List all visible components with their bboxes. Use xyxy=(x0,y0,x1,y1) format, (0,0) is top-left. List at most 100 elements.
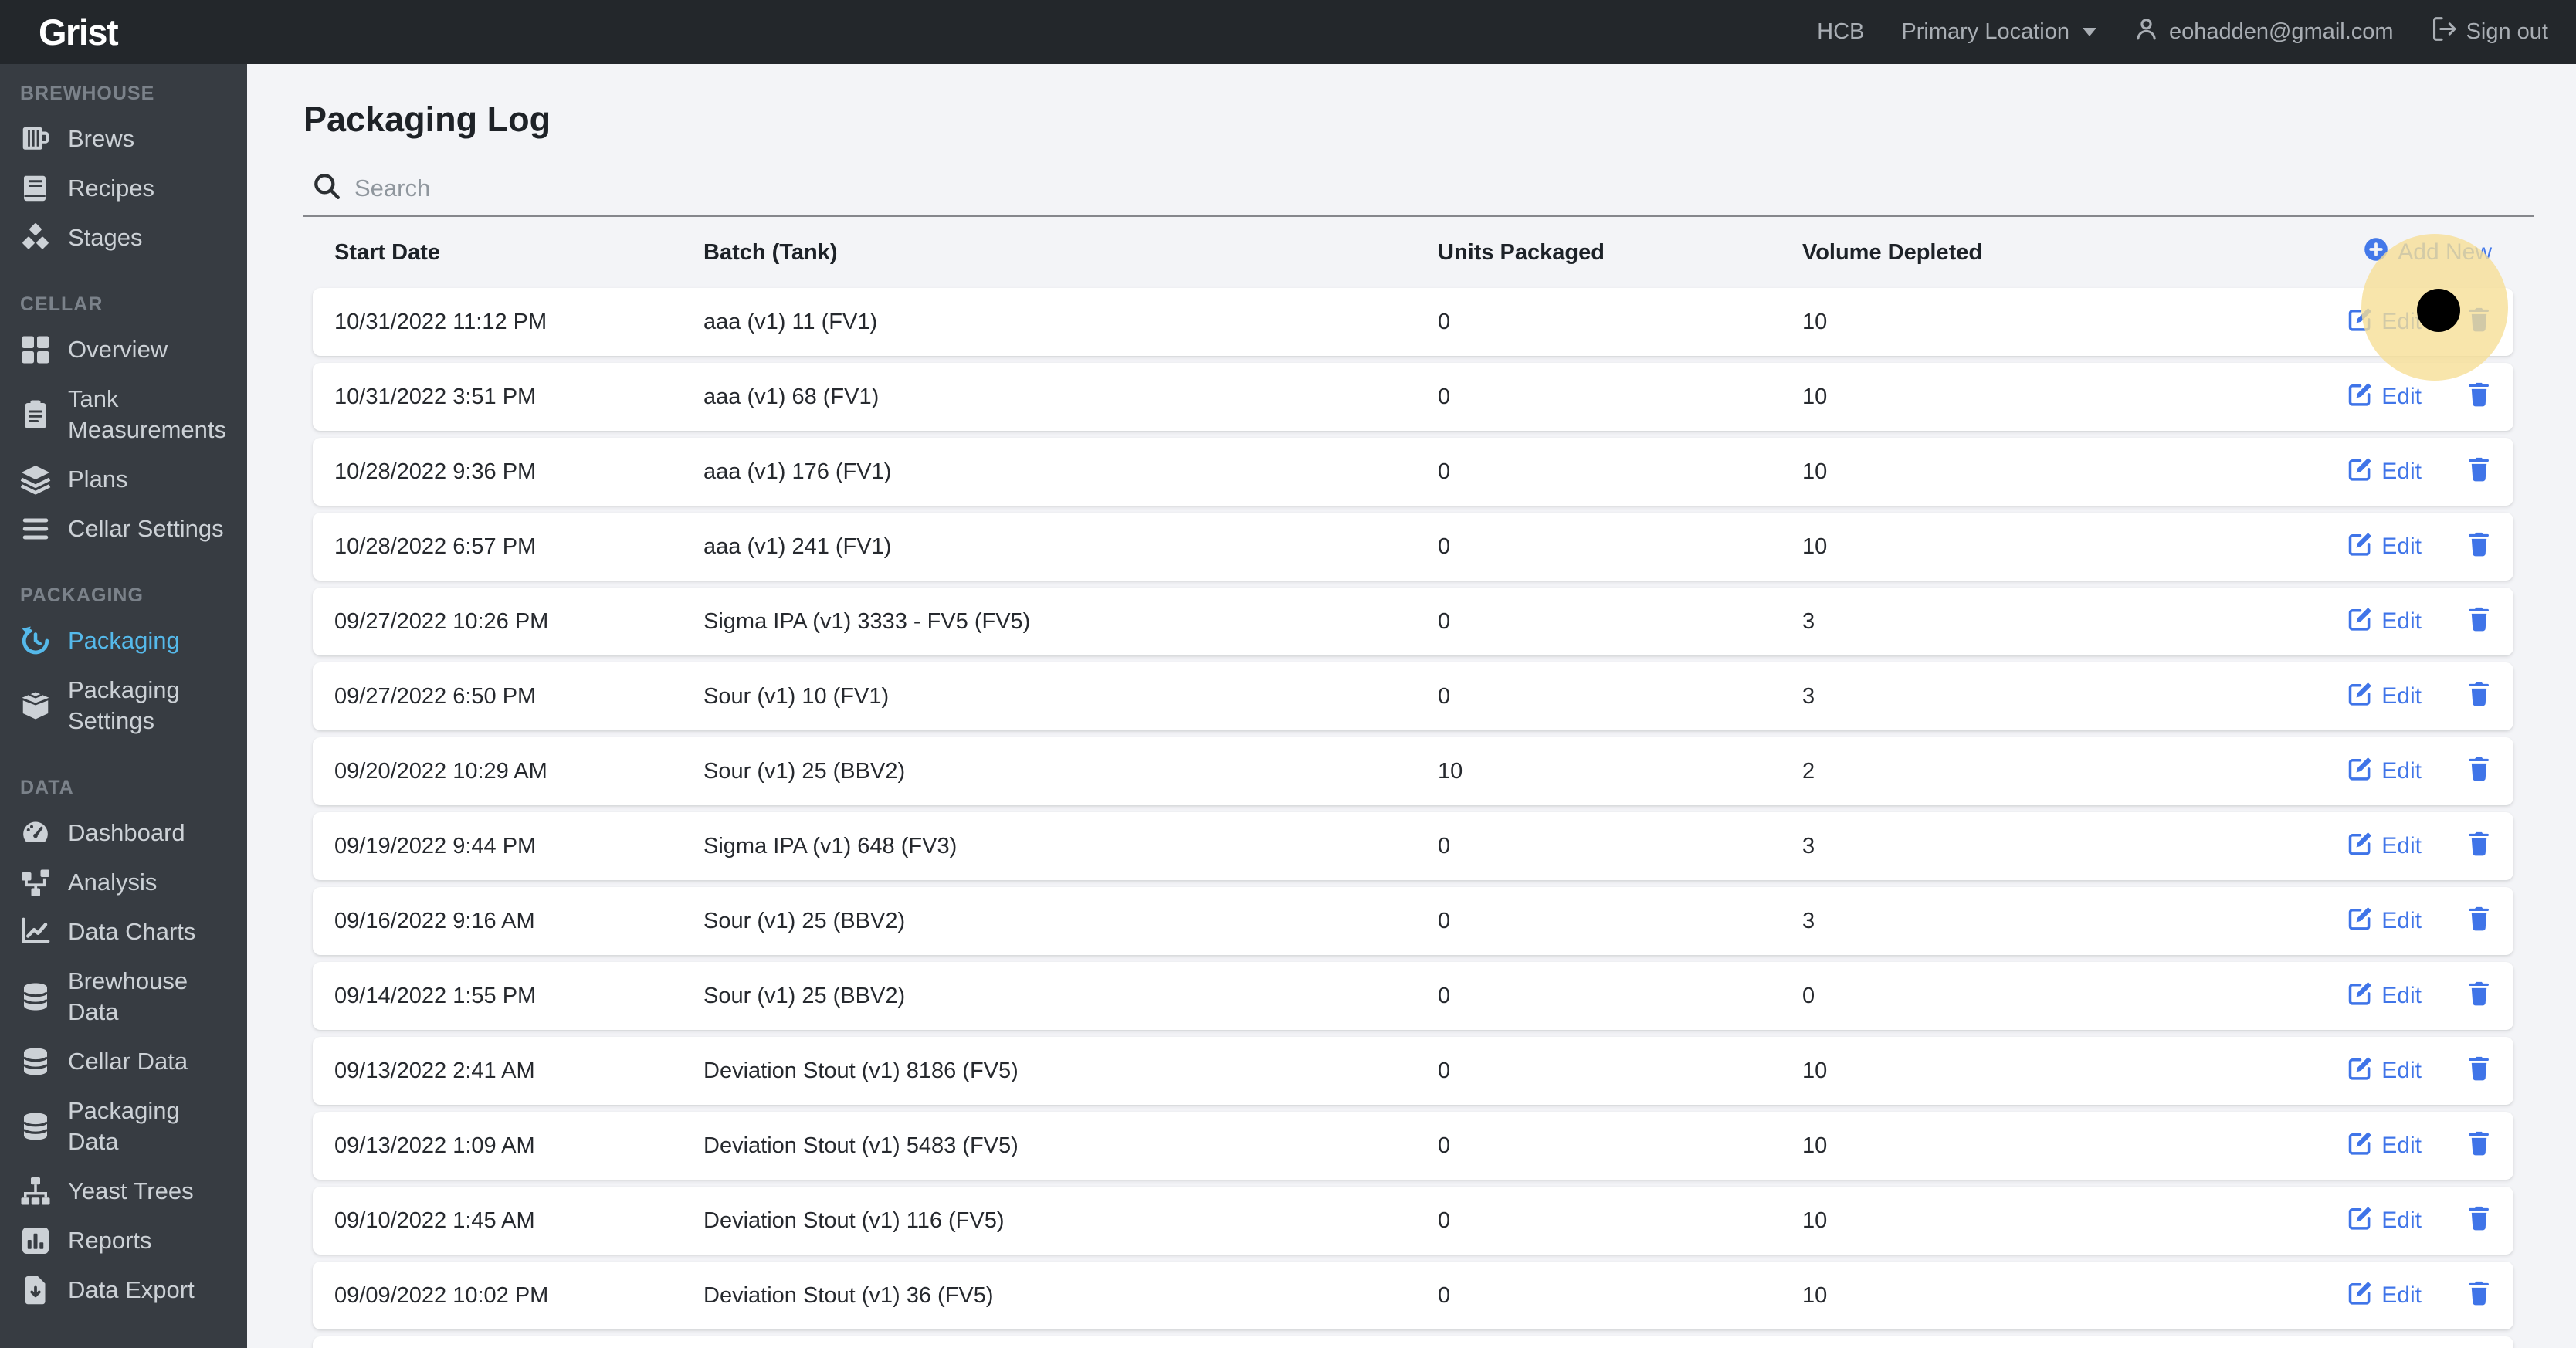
location-dropdown[interactable]: Primary Location xyxy=(1901,19,2096,45)
account-menu[interactable]: eohadden@gmail.com xyxy=(2134,16,2394,48)
delete-button[interactable] xyxy=(2466,381,2492,413)
delete-button[interactable] xyxy=(2466,831,2492,862)
list-icon xyxy=(20,513,51,544)
sidebar-item-label: Recipes xyxy=(68,174,154,202)
edit-button[interactable]: Edit xyxy=(2347,831,2422,862)
sidebar-item-cellar-data[interactable]: Cellar Data xyxy=(0,1037,247,1086)
edit-button[interactable]: Edit xyxy=(2347,981,2422,1012)
sidebar-item-label: Analysis xyxy=(68,869,158,896)
cell-start-date: 09/09/2022 10:02 PM xyxy=(334,1282,549,1308)
file-down-icon xyxy=(20,1275,51,1306)
sidebar-item-brewhouse-data[interactable]: Brewhouse Data xyxy=(0,957,247,1037)
mug-icon xyxy=(20,124,51,154)
diagram-icon xyxy=(20,867,51,898)
edit-label: Edit xyxy=(2381,1207,2422,1233)
trash-icon xyxy=(2466,606,2492,638)
sidebar-item-plans[interactable]: Plans xyxy=(0,455,247,504)
table-row: 09/16/2022 9:16 AM Sour (v1) 25 (BBV2) 0 3 E… xyxy=(313,887,2513,955)
sidebar-item-label: Stages xyxy=(68,224,143,251)
edit-button[interactable]: Edit xyxy=(2347,1280,2422,1312)
sidebar-item-dashboard[interactable]: Dashboard xyxy=(0,808,247,858)
edit-button[interactable]: Edit xyxy=(2347,756,2422,787)
sidebar-item-packaging[interactable]: Packaging xyxy=(0,616,247,666)
edit-button[interactable]: Edit xyxy=(2347,606,2422,638)
sidebar-section-brewhouse: BREWHOUSE xyxy=(20,83,155,104)
table-header-row: Start Date Batch (Tank) Units Packaged V… xyxy=(313,217,2513,288)
signout-icon xyxy=(2431,16,2456,48)
layers-icon xyxy=(20,464,51,495)
plus-circle-icon xyxy=(2364,237,2388,268)
grid-icon xyxy=(20,334,51,365)
edit-button[interactable]: Edit xyxy=(2347,1205,2422,1237)
sidebar-item-data-export[interactable]: Data Export xyxy=(0,1265,247,1315)
sidebar-item-packaging-settings[interactable]: Packaging Settings xyxy=(0,666,247,746)
delete-button[interactable] xyxy=(2466,1130,2492,1162)
main-content: Packaging Log Start Date Batch (Tank) Un… xyxy=(247,64,2576,1348)
delete-button[interactable] xyxy=(2466,456,2492,488)
delete-button[interactable] xyxy=(2466,307,2492,338)
edit-button[interactable]: Edit xyxy=(2347,456,2422,488)
cell-units-packaged: 0 xyxy=(1438,459,1451,484)
edit-button[interactable]: Edit xyxy=(2347,307,2422,338)
cell-batch: aaa (v1) 68 (FV1) xyxy=(703,384,880,409)
sidebar-item-analysis[interactable]: Analysis xyxy=(0,858,247,907)
cell-volume-depleted: 3 xyxy=(1802,833,1815,859)
edit-button[interactable]: Edit xyxy=(2347,1055,2422,1087)
trash-icon xyxy=(2466,831,2492,862)
edit-button[interactable]: Edit xyxy=(2347,906,2422,937)
person-icon xyxy=(2134,16,2159,48)
pencil-square-icon xyxy=(2347,831,2373,862)
delete-button[interactable] xyxy=(2466,981,2492,1012)
cell-start-date: 09/20/2022 10:29 AM xyxy=(334,758,547,784)
delete-button[interactable] xyxy=(2466,1205,2492,1237)
edit-label: Edit xyxy=(2381,758,2422,784)
sidebar-item-packaging-data[interactable]: Packaging Data xyxy=(0,1086,247,1167)
edit-label: Edit xyxy=(2381,983,2422,1008)
sidebar-item-brews[interactable]: Brews xyxy=(0,114,247,164)
cell-start-date: 10/31/2022 11:12 PM xyxy=(334,309,547,334)
cell-volume-depleted: 2 xyxy=(1802,758,1815,784)
cell-start-date: 10/31/2022 3:51 PM xyxy=(334,384,537,409)
sidebar-item-label: Brewhouse Data xyxy=(68,967,188,1025)
clock-history-icon xyxy=(20,625,51,656)
edit-label: Edit xyxy=(2381,908,2422,933)
delete-button[interactable] xyxy=(2466,906,2492,937)
delete-button[interactable] xyxy=(2466,531,2492,563)
location-label: Primary Location xyxy=(1901,19,2069,44)
delete-button[interactable] xyxy=(2466,681,2492,713)
pencil-square-icon xyxy=(2347,756,2373,787)
sidebar-section-cellar: CELLAR xyxy=(20,293,103,315)
table-row: 10/28/2022 9:36 PM aaa (v1) 176 (FV1) 0 10 E… xyxy=(313,438,2513,506)
edit-button[interactable]: Edit xyxy=(2347,681,2422,713)
delete-button[interactable] xyxy=(2466,606,2492,638)
table-row: 10/31/2022 11:12 PM aaa (v1) 11 (FV1) 0 10 E… xyxy=(313,288,2513,356)
sidebar-item-reports[interactable]: Reports xyxy=(0,1216,247,1265)
trash-icon xyxy=(2466,1055,2492,1087)
chevron-down-icon xyxy=(2082,28,2096,36)
signout-button[interactable]: Sign out xyxy=(2431,16,2548,48)
edit-button[interactable]: Edit xyxy=(2347,1130,2422,1162)
sidebar-item-stages[interactable]: Stages xyxy=(0,213,247,262)
search-input[interactable] xyxy=(353,173,2206,203)
delete-button[interactable] xyxy=(2466,756,2492,787)
sidebar-item-cellar-settings[interactable]: Cellar Settings xyxy=(0,504,247,554)
add-new-button[interactable]: Add New xyxy=(2314,237,2492,268)
edit-label: Edit xyxy=(2381,384,2422,409)
edit-button[interactable]: Edit xyxy=(2347,381,2422,413)
sidebar-item-overview[interactable]: Overview xyxy=(0,325,247,374)
edit-label: Edit xyxy=(2381,1133,2422,1158)
sidebar-item-yeast-trees[interactable]: Yeast Trees xyxy=(0,1167,247,1216)
delete-button[interactable] xyxy=(2466,1280,2492,1312)
cell-volume-depleted: 3 xyxy=(1802,608,1815,634)
cell-volume-depleted: 10 xyxy=(1802,533,1828,559)
edit-button[interactable]: Edit xyxy=(2347,531,2422,563)
edit-label: Edit xyxy=(2381,309,2422,334)
sidebar-item-data-charts[interactable]: Data Charts xyxy=(0,907,247,957)
cell-start-date: 09/10/2022 1:45 AM xyxy=(334,1207,535,1233)
sidebar-item-recipes[interactable]: Recipes xyxy=(0,164,247,213)
sidebar-item-tank-measurements[interactable]: Tank Measurements xyxy=(0,374,247,455)
cell-volume-depleted: 10 xyxy=(1802,1282,1828,1308)
delete-button[interactable] xyxy=(2466,1055,2492,1087)
cell-volume-depleted: 10 xyxy=(1802,309,1828,334)
account-email: eohadden@gmail.com xyxy=(2168,19,2394,44)
